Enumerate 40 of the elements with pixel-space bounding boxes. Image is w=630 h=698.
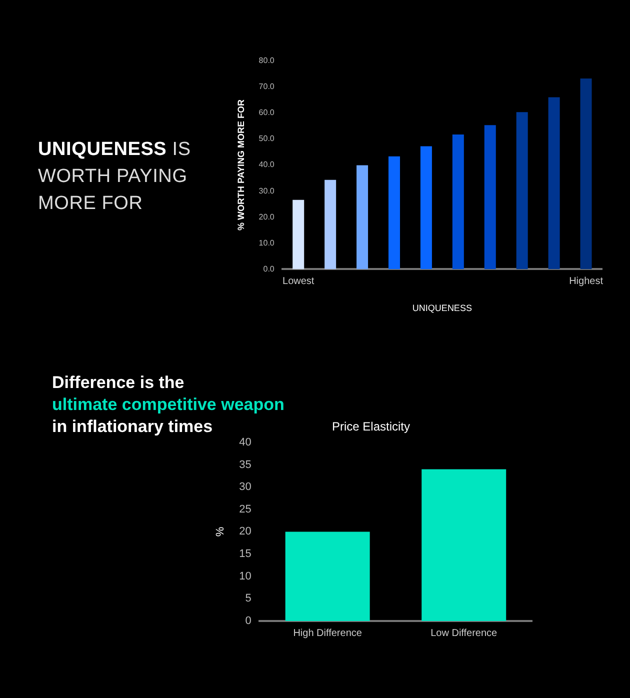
text: ultimate competitive weapon — [52, 394, 284, 416]
y-tick-label: 30 — [239, 481, 252, 494]
x-tick-label: Lowest — [282, 276, 314, 287]
y-tick-label: 80.0 — [258, 56, 275, 66]
bar — [420, 146, 432, 270]
y-tick-label: 40 — [239, 436, 252, 448]
y-tick-label: 10.0 — [258, 238, 275, 248]
y-tick-label: 20 — [239, 526, 252, 538]
y-axis-title: % WORTH PAYING MORE FOR — [236, 99, 246, 231]
y-tick-label: 35 — [239, 458, 252, 471]
bar — [324, 180, 336, 270]
x-tick-label: Highest — [569, 276, 604, 287]
bar — [516, 112, 528, 270]
chart-title: Price Elasticity — [332, 420, 410, 434]
y-axis-title: % — [214, 526, 227, 537]
y-tick-label: 0.0 — [263, 264, 275, 274]
text: in inflationary times — [52, 416, 214, 438]
y-tick-label: 40.0 — [258, 160, 275, 170]
y-tick-label: 60.0 — [258, 108, 275, 118]
text: UNIQUENESS IS WORTH PAYING MORE FOR — [38, 139, 191, 214]
bar — [388, 156, 400, 270]
y-tick-label: 30.0 — [258, 186, 275, 196]
y-tick-label: 10 — [239, 570, 252, 582]
bar — [548, 97, 560, 270]
y-tick-label: 50.0 — [258, 134, 275, 144]
y-tick-label: 15 — [239, 548, 252, 560]
y-tick-label: 0 — [245, 615, 252, 628]
x-axis-title: UNIQUENESS — [412, 303, 472, 314]
y-tick-label: 25 — [239, 503, 252, 516]
bar — [484, 125, 496, 270]
bar — [292, 200, 304, 270]
x-tick-label: Low Difference — [430, 628, 498, 639]
bar — [356, 165, 368, 270]
text: Difference is the — [52, 372, 186, 394]
y-tick-label: 5 — [245, 592, 252, 605]
bar — [452, 134, 464, 270]
y-tick-label: 70.0 — [258, 82, 275, 92]
x-tick-label: High Difference — [293, 628, 362, 639]
y-tick-label: 20.0 — [258, 212, 275, 222]
bar — [580, 78, 592, 270]
